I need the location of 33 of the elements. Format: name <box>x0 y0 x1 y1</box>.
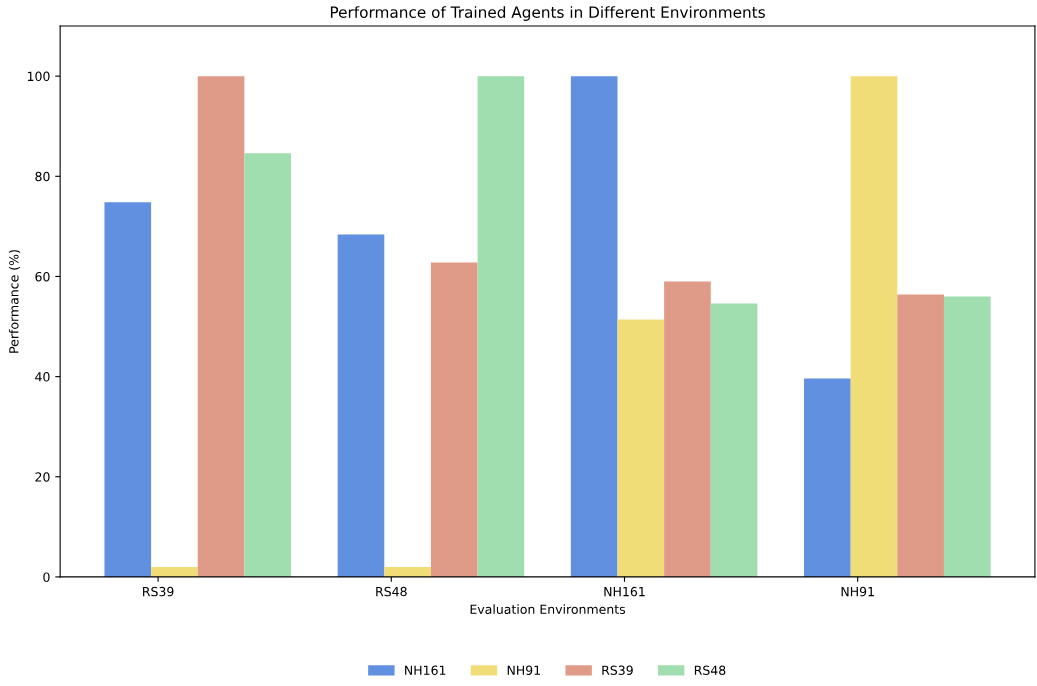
bar <box>570 76 618 577</box>
bar <box>804 378 851 577</box>
legend-label: RS48 <box>694 665 726 675</box>
legend-label: NH91 <box>507 665 540 675</box>
bar <box>617 319 665 577</box>
x-tick-label: RS39 <box>143 586 174 597</box>
bar <box>897 294 944 577</box>
y-axis-title: Performance (%) <box>8 250 21 353</box>
y-tick-label: 80 <box>35 171 50 182</box>
bar <box>943 296 991 577</box>
x-tick-label: RS48 <box>376 586 407 597</box>
y-tick-label: 40 <box>35 372 50 382</box>
x-tick-label: NH91 <box>841 586 874 597</box>
bar <box>710 303 758 577</box>
bar <box>337 234 385 577</box>
bar <box>477 76 525 577</box>
bar <box>850 76 898 577</box>
legend-label: NH161 <box>405 665 446 675</box>
y-tick-label: 0 <box>43 572 50 582</box>
bar <box>104 202 152 577</box>
bar <box>197 76 245 577</box>
bar <box>244 153 292 577</box>
y-tick-label: 20 <box>35 472 50 482</box>
y-tick-label: 60 <box>35 271 50 282</box>
x-tick-label: NH161 <box>604 586 645 597</box>
bar <box>384 566 431 577</box>
bar <box>430 262 478 577</box>
x-axis-title: Evaluation Environments <box>470 604 626 614</box>
bar <box>664 281 711 577</box>
chart-title: Performance of Trained Agents in Different Environments <box>330 6 765 21</box>
y-tick-label: 100 <box>27 71 50 82</box>
legend-label: RS39 <box>602 665 633 675</box>
bar <box>151 566 198 577</box>
